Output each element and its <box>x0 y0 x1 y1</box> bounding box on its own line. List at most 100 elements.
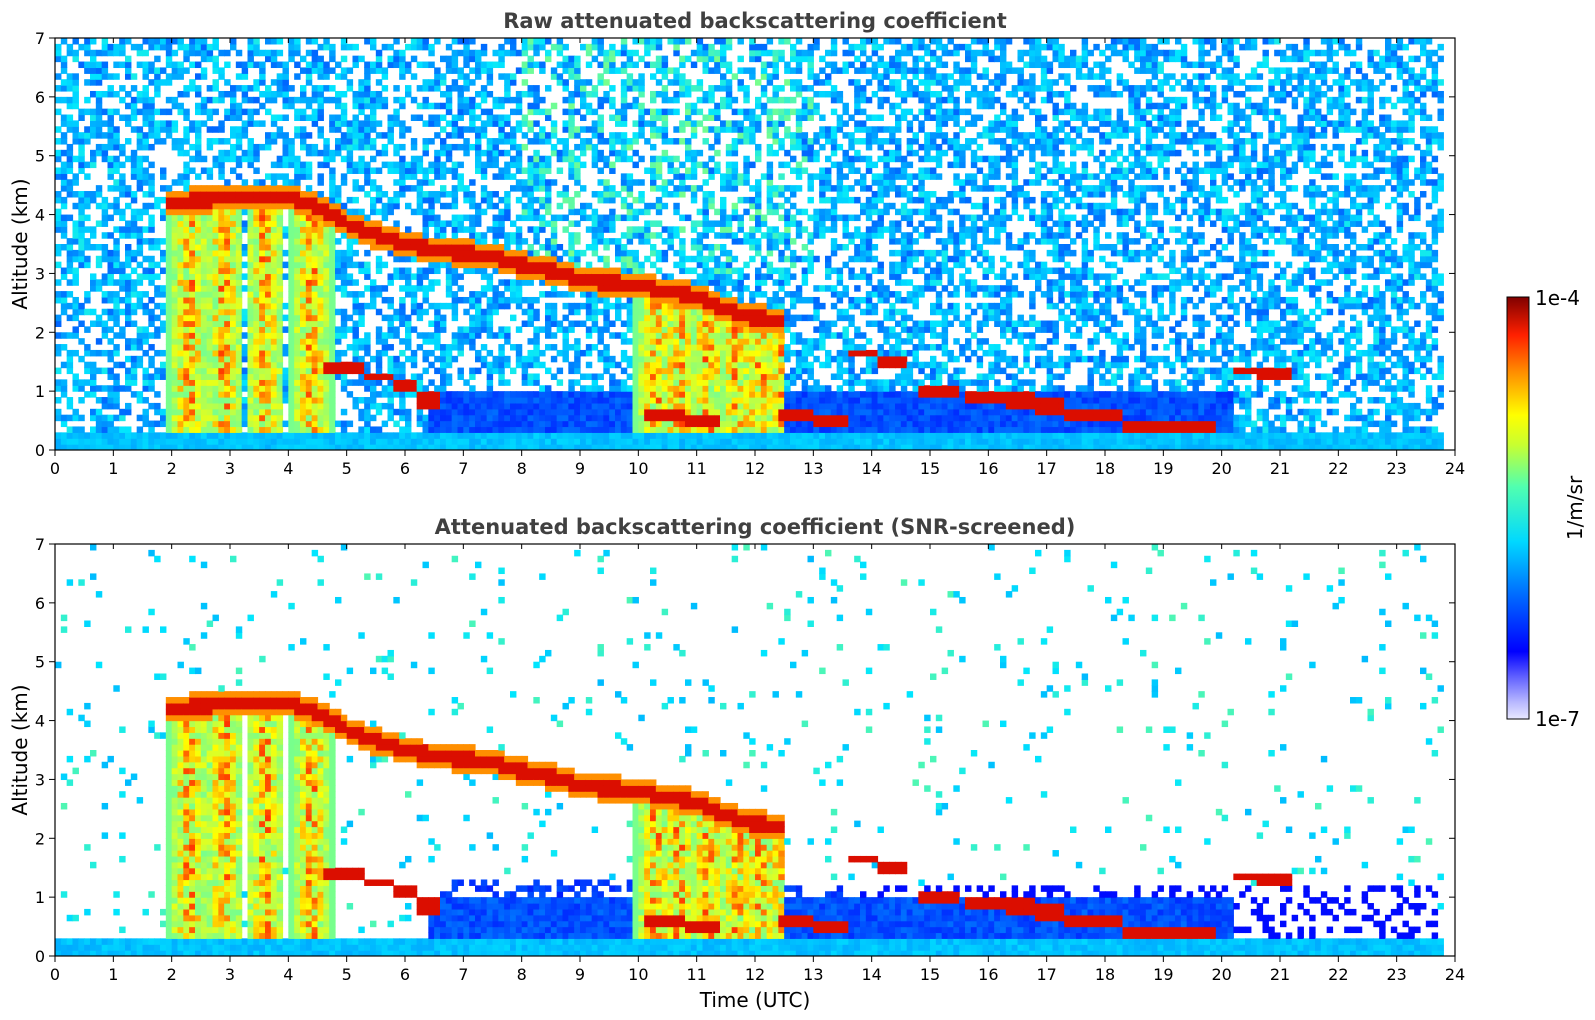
heatmap-cell <box>615 302 622 310</box>
heatmap-cell <box>78 444 85 450</box>
heatmap-cell <box>510 444 517 450</box>
heatmap-cell <box>469 79 476 86</box>
heatmap-cell <box>597 326 604 333</box>
heatmap-cell <box>410 391 418 398</box>
heatmap-cell <box>195 143 202 151</box>
heatmap-cell <box>340 379 348 386</box>
heatmap-cell <box>317 273 324 280</box>
heatmap-cell <box>101 255 109 263</box>
heatmap-cell <box>504 132 511 139</box>
heatmap-cell <box>212 432 219 439</box>
heatmap-cell <box>66 397 74 404</box>
heatmap-cell <box>340 320 348 327</box>
heatmap-cell <box>183 326 190 333</box>
heatmap-cell <box>84 261 91 269</box>
heatmap-cell <box>469 191 476 198</box>
heatmap-cell <box>533 167 540 174</box>
heatmap-cell <box>434 161 441 169</box>
heatmap-cell <box>311 90 319 98</box>
heatmap-cell <box>119 214 126 222</box>
heatmap-cell <box>195 149 202 157</box>
heatmap-cell <box>335 326 342 333</box>
heatmap-cell <box>562 120 569 127</box>
heatmap-cell <box>492 249 499 257</box>
heatmap-cell <box>410 96 418 104</box>
heatmap-cell <box>119 285 126 292</box>
heatmap-cell <box>218 296 225 304</box>
heatmap-cell <box>329 96 336 104</box>
heatmap-cell <box>510 132 517 139</box>
heatmap-cell <box>183 344 190 351</box>
heatmap-cell <box>189 261 196 269</box>
heatmap-cell <box>136 391 144 398</box>
heatmap-cell <box>510 185 517 192</box>
heatmap-cell <box>218 414 225 422</box>
heatmap-cell <box>55 244 62 251</box>
heatmap-cell <box>113 391 120 398</box>
heatmap-cell <box>469 38 476 45</box>
heatmap-cell <box>66 191 74 198</box>
heatmap-cell <box>527 426 534 433</box>
heatmap-cell <box>545 161 552 169</box>
heatmap-cell <box>550 420 558 428</box>
heatmap-cell <box>305 208 313 216</box>
heatmap-cell <box>165 344 173 351</box>
heatmap-cell <box>84 326 91 333</box>
heatmap-cell <box>294 414 301 422</box>
heatmap-cell <box>206 173 214 180</box>
heatmap-cell <box>475 90 482 98</box>
heatmap-cell <box>399 96 406 104</box>
heatmap-cell <box>638 114 645 121</box>
heatmap-cell <box>335 202 342 210</box>
heatmap-cell <box>276 191 284 198</box>
heatmap-cell <box>60 114 68 121</box>
heatmap-cell <box>224 244 231 251</box>
heatmap-cell <box>195 361 202 369</box>
heatmap-cell <box>428 167 435 174</box>
heatmap-cell <box>486 296 494 304</box>
heatmap-cell <box>218 261 225 269</box>
heatmap-cell <box>101 420 109 428</box>
heatmap-cell <box>550 408 558 416</box>
heatmap-cell <box>510 267 517 275</box>
heatmap-cell <box>393 226 400 233</box>
heatmap-cell <box>195 420 202 428</box>
heatmap-cell <box>230 320 237 327</box>
heatmap-cell <box>136 214 144 222</box>
heatmap-cell <box>288 214 295 222</box>
heatmap-cell <box>340 73 348 80</box>
heatmap-cell <box>253 143 260 151</box>
heatmap-cell <box>504 202 511 210</box>
heatmap-cell <box>580 302 587 310</box>
heatmap-cell <box>405 332 412 339</box>
heatmap-cell <box>259 296 266 304</box>
heatmap-cell <box>603 214 610 222</box>
heatmap-cell <box>311 191 319 198</box>
heatmap-cell <box>539 155 546 163</box>
heatmap-cell <box>609 291 616 298</box>
heatmap-cell <box>626 355 634 363</box>
heatmap-cell <box>568 196 575 204</box>
heatmap-cell <box>136 302 144 310</box>
heatmap-cell <box>422 355 429 363</box>
heatmap-cell <box>90 244 97 251</box>
heatmap-cell <box>84 291 91 298</box>
heatmap-cell <box>387 120 394 127</box>
heatmap-cell <box>533 38 540 45</box>
heatmap-cell <box>125 426 132 433</box>
heatmap-cell <box>469 49 476 57</box>
heatmap-cell <box>241 308 249 316</box>
heatmap-cell <box>585 49 593 57</box>
heatmap-cell <box>72 38 79 45</box>
heatmap-cell <box>189 444 196 450</box>
heatmap-cell <box>60 79 68 86</box>
heatmap-cell <box>335 355 342 363</box>
heatmap-cell <box>655 361 663 369</box>
heatmap-cell <box>305 214 313 222</box>
heatmap-cell <box>165 367 173 375</box>
heatmap-cell <box>189 79 196 86</box>
heatmap-cell <box>323 420 330 428</box>
heatmap-cell <box>253 302 260 310</box>
heatmap-cell <box>206 43 214 51</box>
heatmap-cell <box>405 414 412 422</box>
